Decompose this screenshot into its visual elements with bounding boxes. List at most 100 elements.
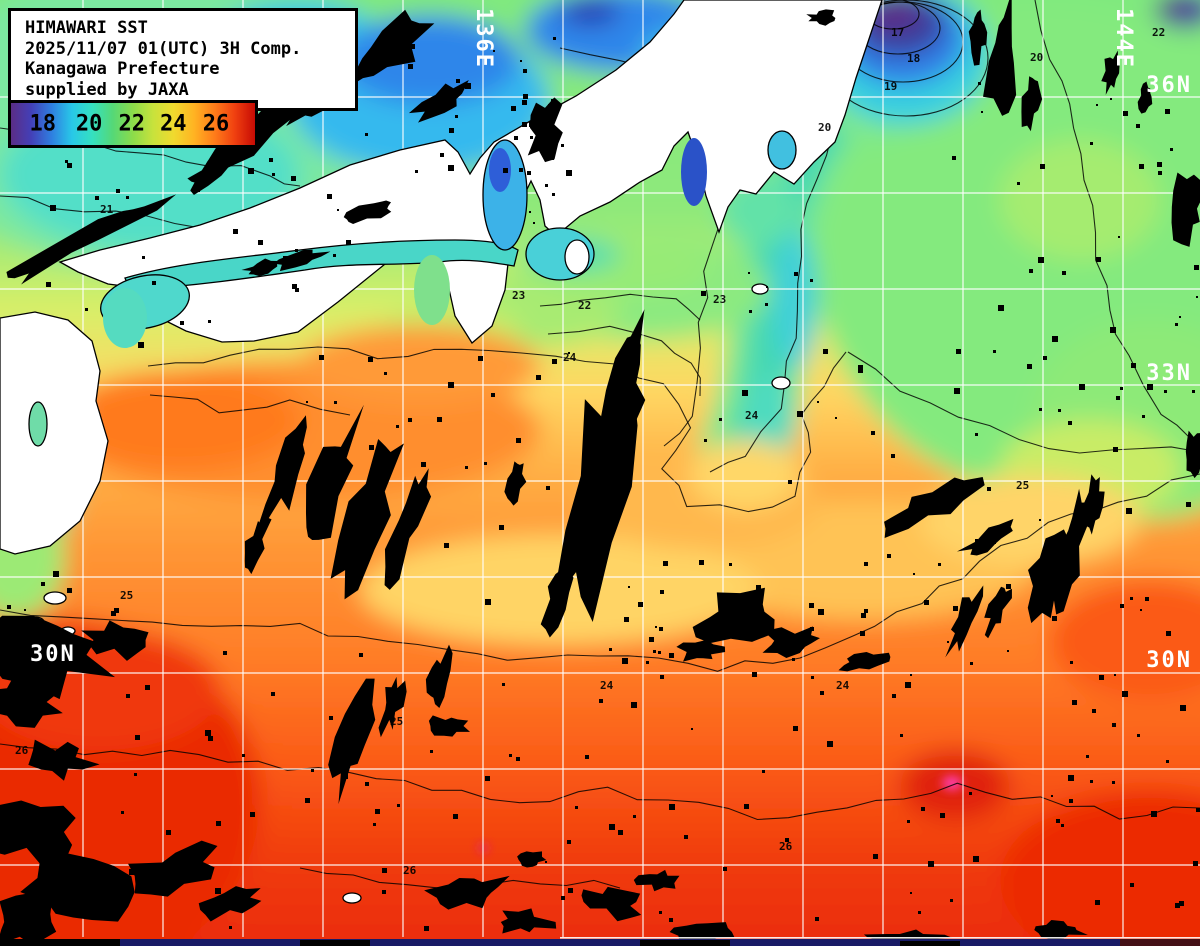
cloud-speck	[522, 100, 527, 105]
cloud-speck	[85, 308, 88, 311]
cloud-patch	[328, 678, 376, 805]
cloud-speck	[410, 44, 415, 49]
cloud-speck	[871, 431, 875, 435]
colorbar-tick: 26	[202, 111, 230, 137]
cloud-patch	[504, 461, 527, 506]
cloud-speck	[546, 486, 550, 490]
cloud-speck	[900, 734, 903, 737]
sst-contour	[147, 346, 847, 513]
cloud-speck	[233, 893, 235, 895]
cloud-speck	[1166, 631, 1171, 636]
cloud-speck	[456, 79, 460, 83]
cloud-speck	[861, 613, 866, 618]
cloud-speck	[408, 64, 413, 69]
cloud-speck	[229, 926, 232, 929]
cloud-speck	[609, 648, 612, 651]
sst-contour	[847, 351, 1200, 454]
cloud-speck	[135, 735, 140, 740]
contour-label: 24	[836, 679, 850, 692]
cloud-speck	[509, 754, 512, 757]
colorbar-tick: 18	[29, 111, 56, 137]
cloud-speck	[1112, 723, 1116, 727]
cloud-speck	[788, 480, 792, 484]
cloud-speck	[126, 196, 129, 199]
lat-label: 33N	[1146, 361, 1192, 386]
cloud-speck	[216, 821, 221, 826]
cloud-speck	[27, 619, 33, 625]
cloud-speck	[749, 310, 752, 313]
cloud-speck	[1068, 775, 1074, 781]
cloud-speck	[269, 158, 273, 162]
cloud-speck	[138, 342, 144, 348]
cloud-speck	[1072, 700, 1077, 705]
cloud-speck	[827, 741, 833, 747]
colorbar-tick: 22	[118, 111, 146, 137]
cloud-speck	[1099, 675, 1104, 680]
temperature-colorbar: 18 20 22 24 26	[8, 100, 258, 148]
contour-label: 20	[818, 121, 831, 134]
cloud-speck	[365, 133, 368, 136]
cloud-speck	[921, 807, 925, 811]
contour-label: 25	[390, 715, 403, 728]
cloud-speck	[430, 750, 433, 753]
cloud-speck	[545, 184, 548, 187]
cloud-speck	[548, 104, 554, 110]
cloud-patch	[378, 676, 407, 738]
cloud-speck	[529, 121, 535, 127]
cloud-speck	[95, 196, 99, 200]
cloud-speck	[1142, 415, 1145, 418]
contour-label: 20	[1030, 51, 1043, 64]
cloud-speck	[993, 350, 996, 353]
cloud-speck	[1116, 396, 1120, 400]
cloud-speck	[1157, 162, 1162, 167]
cloud-speck	[359, 653, 363, 657]
cloud-speck	[1090, 142, 1093, 145]
cloud-speck	[1090, 780, 1093, 783]
cloud-speck	[609, 824, 615, 830]
cloud-speck	[744, 804, 749, 809]
cloud-patch	[273, 249, 331, 272]
sst-contour	[1034, 0, 1193, 441]
cloud-patch	[384, 468, 432, 590]
cloud-speck	[530, 136, 533, 139]
cloud-speck	[952, 156, 956, 160]
cloud-speck	[762, 770, 765, 773]
cloud-speck	[907, 820, 910, 823]
cloud-speck	[1179, 316, 1181, 318]
cloud-speck	[742, 390, 748, 396]
cloud-speck	[646, 661, 649, 664]
cloud-speck	[1164, 390, 1167, 393]
cloud-speck	[1186, 650, 1188, 652]
cloud-patch	[343, 200, 392, 225]
cloud-speck	[638, 602, 642, 606]
cloud-speck	[624, 617, 629, 622]
cloud-speck	[485, 599, 491, 605]
contour-label: 24	[563, 351, 577, 364]
cloud-speck	[978, 82, 981, 85]
cloud-speck	[655, 626, 657, 628]
cloud-speck	[1039, 519, 1041, 521]
cloud-speck	[41, 582, 45, 586]
cloud-speck	[1058, 409, 1061, 412]
cloud-patch	[187, 146, 234, 196]
cloud-speck	[797, 411, 803, 417]
cloud-patch	[81, 620, 149, 661]
cloud-speck	[973, 856, 979, 862]
cloud-patch	[305, 404, 364, 541]
cloud-speck	[397, 804, 400, 807]
cloud-speck	[511, 106, 516, 111]
cloud-speck	[987, 487, 991, 491]
contour-label: 23	[713, 293, 726, 306]
cloud-patch	[762, 626, 820, 658]
contour-label: 17	[891, 26, 904, 39]
cloud-speck	[126, 694, 130, 698]
cloud-speck	[1179, 901, 1184, 906]
cloud-patch	[0, 674, 63, 728]
cloud-speck	[766, 286, 768, 288]
cloud-speck	[382, 890, 386, 894]
cloud-speck	[1052, 616, 1057, 621]
cloud-speck	[121, 811, 124, 814]
sst-contour	[0, 473, 1200, 672]
